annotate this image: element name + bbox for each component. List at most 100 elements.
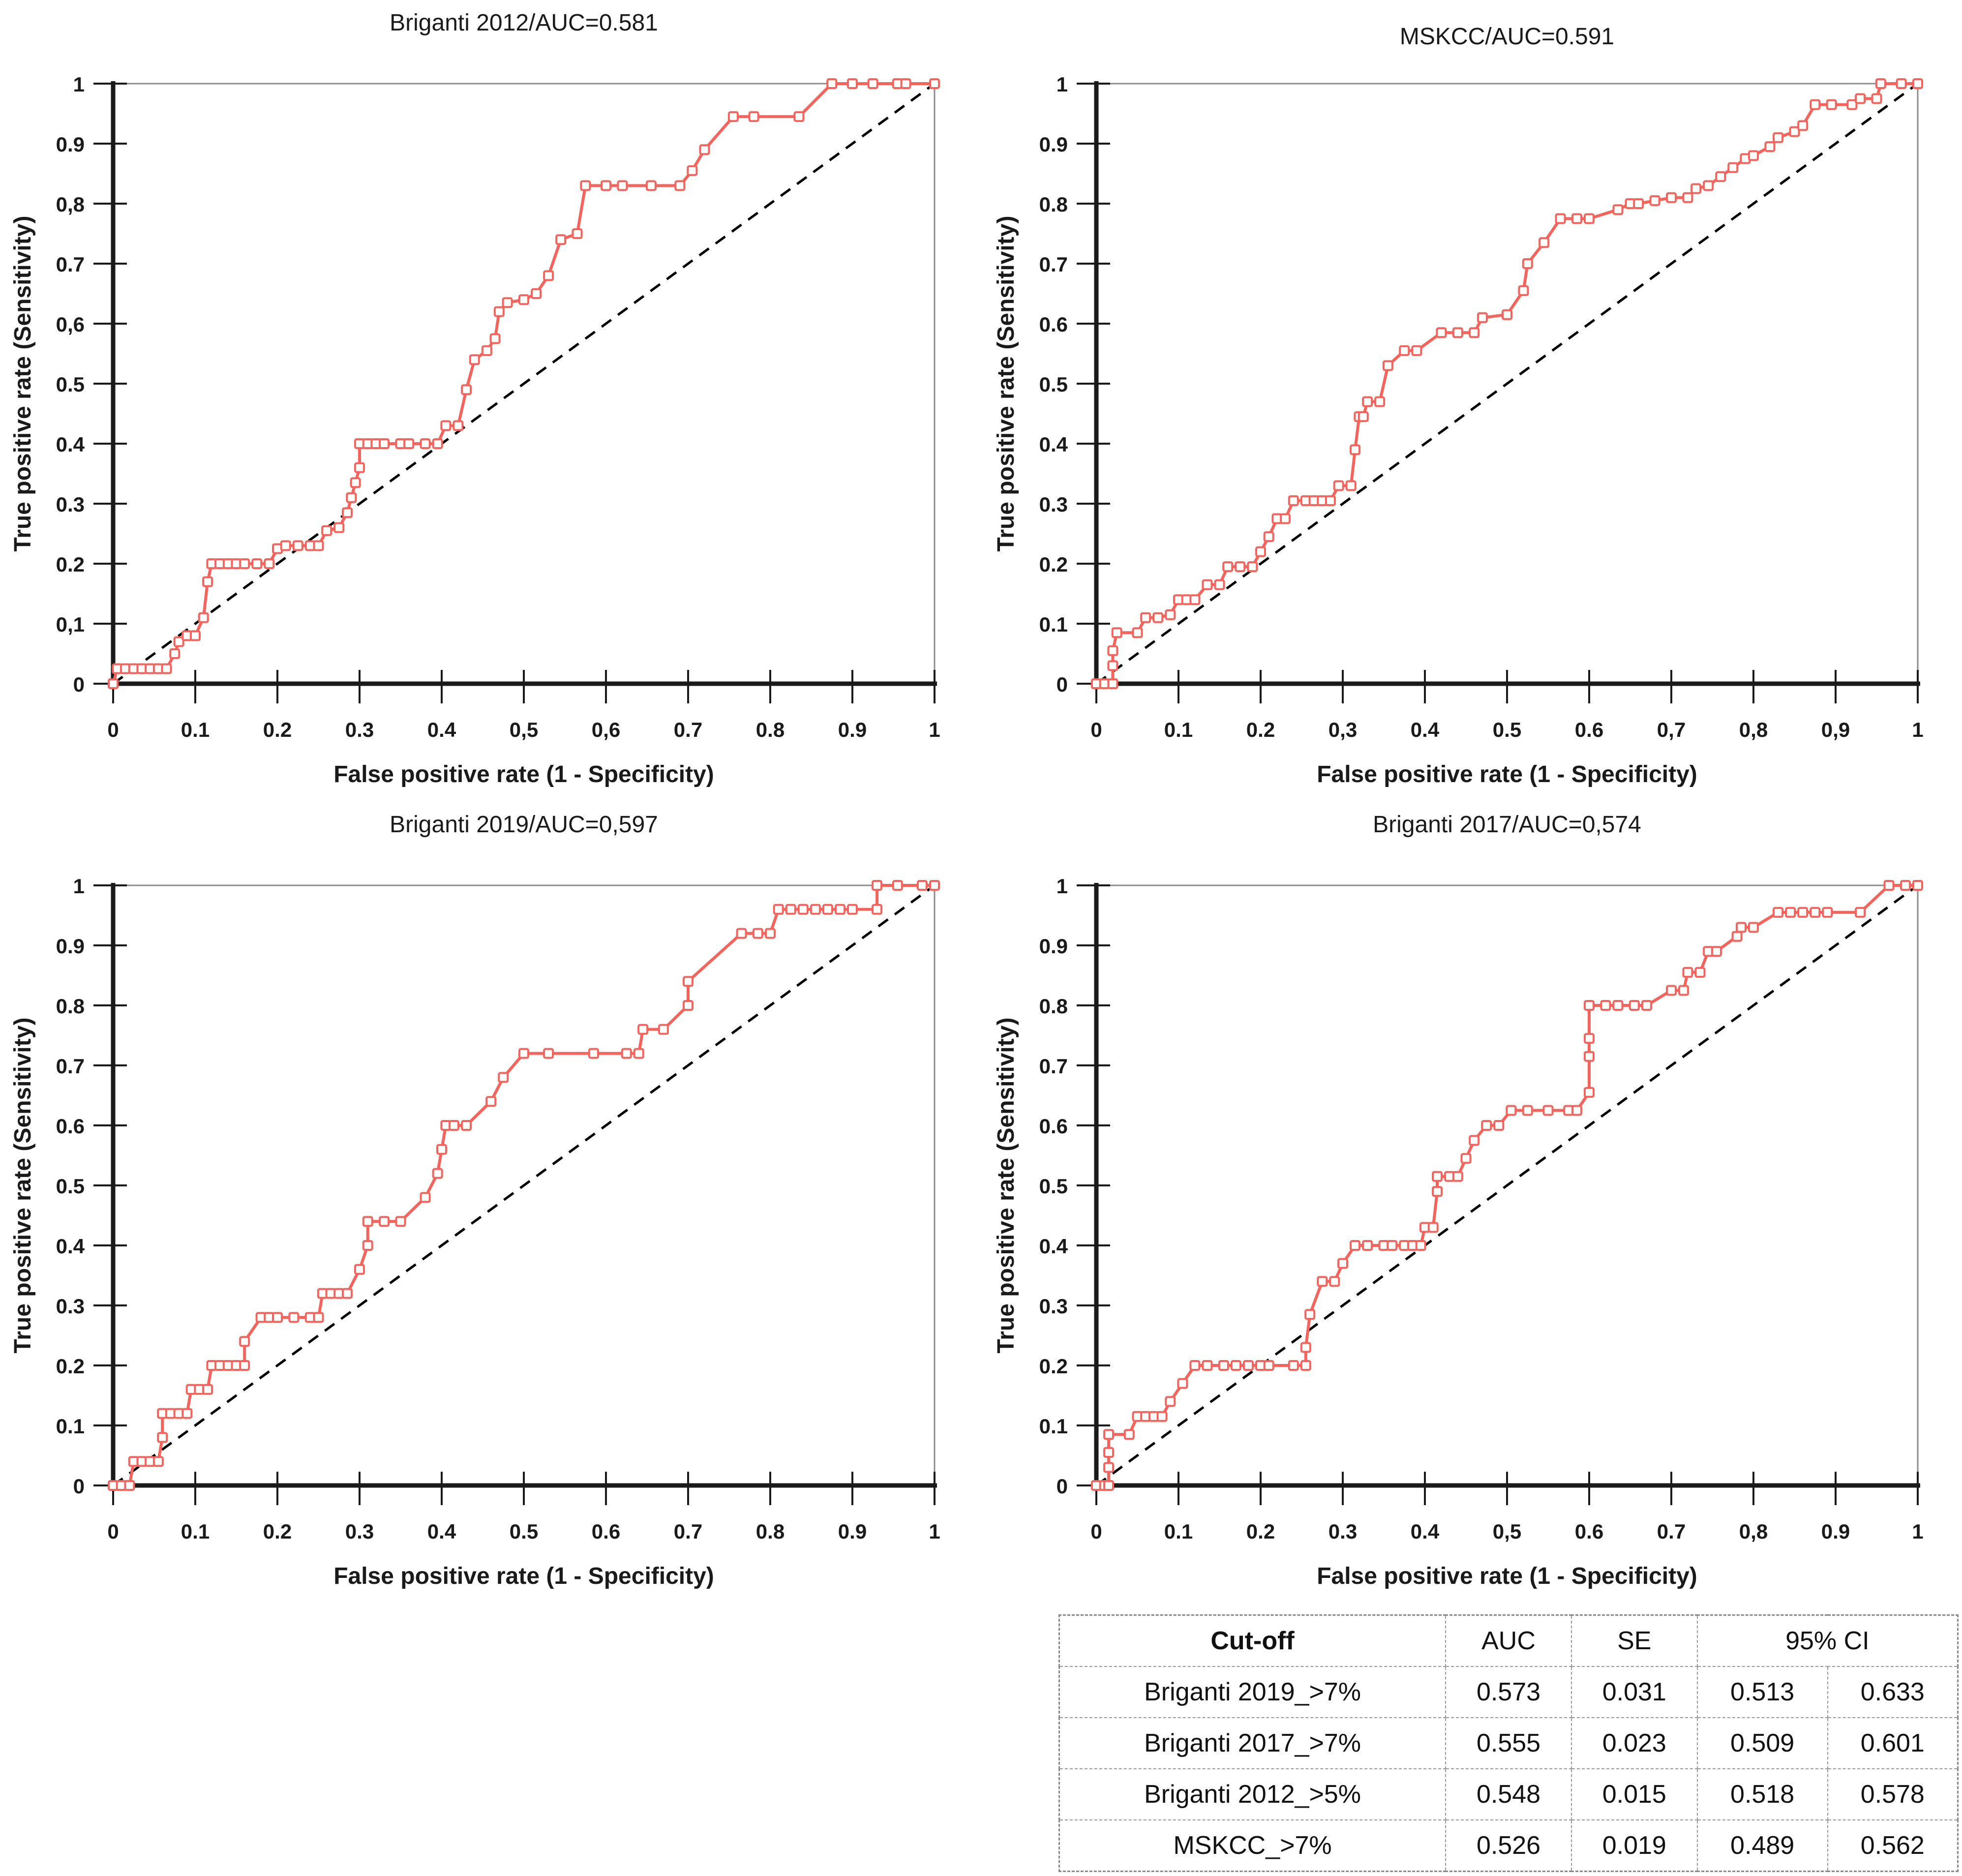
- roc-marker: [1263, 1360, 1274, 1371]
- roc-marker: [1235, 561, 1246, 573]
- x-tick-label: 0.3: [1328, 1520, 1357, 1543]
- roc-marker: [1177, 1378, 1188, 1389]
- roc-marker: [1612, 1000, 1624, 1011]
- x-tick-label: 0,3: [1328, 718, 1357, 741]
- y-tick-label: 0.3: [1039, 1295, 1068, 1318]
- y-tick-label: 0.1: [1039, 1415, 1068, 1438]
- roc-marker: [1629, 1000, 1640, 1011]
- roc-marker: [1382, 360, 1393, 371]
- roc-marker: [867, 78, 878, 89]
- reference-diagonal: [112, 884, 936, 1487]
- x-tick-label: 1: [1912, 1520, 1923, 1543]
- roc-marker: [1493, 1120, 1505, 1131]
- roc-marker: [834, 904, 845, 915]
- roc-marker: [929, 78, 940, 89]
- y-tick-label: 0.5: [56, 1175, 85, 1198]
- roc-marker: [1362, 396, 1373, 407]
- y-tick-label: 0.1: [56, 1415, 85, 1438]
- x-axis-label: False positive rate (1 - Specificity): [1317, 1563, 1697, 1589]
- roc-marker: [518, 1048, 529, 1059]
- roc-marker: [1773, 132, 1784, 143]
- y-tick-label: 0: [73, 673, 85, 696]
- x-axis-label: False positive rate (1 - Specificity): [1317, 761, 1697, 787]
- roc-marker: [683, 1000, 694, 1011]
- roc-marker: [1666, 985, 1677, 996]
- x-axis-label: False positive rate (1 - Specificity): [333, 761, 714, 787]
- table-header-row: Cut-off AUC SE 95% CI: [1058, 1614, 1959, 1667]
- chart-briganti-2012: 0 0.1 0.2 0.3 0.4 0,5 0,6 0.7 0.8 0.9 1 0 0,1 0.2 0.3 0…: [0, 0, 979, 802]
- x-tick-label: 0.9: [838, 1520, 867, 1543]
- value-cell: 0.578: [1827, 1768, 1959, 1820]
- y-tick-label: 0.7: [1039, 253, 1068, 276]
- roc-marker: [1325, 495, 1336, 506]
- x-tick-label: 0: [107, 718, 119, 741]
- value-cell: 0.562: [1827, 1819, 1959, 1872]
- roc-marker: [1317, 1276, 1328, 1287]
- value-cell: 0.548: [1445, 1768, 1572, 1820]
- roc-marker: [1789, 126, 1800, 137]
- roc-marker: [481, 345, 492, 356]
- x-axis-label: False positive rate (1 - Specificity): [333, 1563, 714, 1589]
- roc-marker: [826, 78, 838, 89]
- roc-marker: [292, 540, 303, 551]
- roc-marker: [280, 540, 291, 551]
- x-tick-label: 0.5: [1493, 718, 1521, 741]
- roc-marker: [493, 306, 505, 317]
- roc-marker: [1694, 967, 1706, 978]
- roc-marker: [645, 180, 657, 191]
- roc-marker: [1649, 195, 1660, 206]
- roc-marker: [1432, 1186, 1443, 1197]
- y-tick-label: 0,8: [56, 193, 85, 216]
- x-tick-label: 0,9: [1821, 718, 1850, 741]
- roc-marker: [572, 228, 583, 239]
- roc-marker: [1436, 327, 1447, 338]
- value-cell: 0.633: [1827, 1666, 1959, 1718]
- roc-chart-briganti-2019: 0 0.1 0.2 0.3 0.4 0.5 0.6 0.7 0.8 0.9 1 0 0.1 0.2 0.3 0…: [10, 812, 940, 1589]
- roc-marker: [1288, 495, 1299, 506]
- roc-marker: [1452, 1171, 1463, 1182]
- table-row: Briganti 2017_>7% 0.555 0.023 0.509 0.601: [1058, 1717, 1959, 1769]
- roc-marker: [658, 1024, 669, 1035]
- x-tick-label: 0.8: [756, 718, 785, 741]
- chart-title: MSKCC/AUC=0.591: [1400, 24, 1614, 50]
- roc-marker: [354, 1264, 365, 1275]
- roc-marker: [1785, 907, 1796, 918]
- roc-marker: [1810, 907, 1821, 918]
- chart-mskcc: 0 0.1 0.2 0,3 0.4 0.5 0.6 0,7 0,8 0,9 1 0 0.1 0.2 0.3 0…: [983, 0, 1962, 802]
- roc-marker: [202, 1384, 213, 1395]
- x-tick-label: 0.4: [1411, 1520, 1440, 1543]
- y-tick-label: 0: [1056, 673, 1068, 696]
- roc-marker: [543, 1048, 554, 1059]
- roc-marker: [1411, 345, 1422, 356]
- roc-marker: [272, 1312, 283, 1323]
- roc-marker: [1111, 627, 1122, 638]
- results-table-body: Briganti 2019_>7% 0.573 0.031 0.513 0.633 Bri…: [1058, 1666, 1959, 1872]
- header-ci: 95% CI: [1696, 1614, 1959, 1667]
- y-tick-label: 0: [73, 1475, 85, 1498]
- roc-marker: [379, 1216, 390, 1227]
- roc-marker: [346, 492, 357, 503]
- y-axis-label: True positive rate (Sensitivity): [10, 1018, 36, 1354]
- reference-diagonal: [1095, 82, 1919, 685]
- x-tick-label: 0.6: [1575, 718, 1603, 741]
- roc-marker: [485, 1096, 497, 1107]
- roc-marker: [793, 111, 805, 122]
- y-tick-label: 0.9: [56, 133, 85, 156]
- roc-marker: [440, 420, 452, 431]
- value-cell: 0.015: [1570, 1768, 1698, 1820]
- roc-marker: [683, 976, 694, 987]
- cutoff-cell: Briganti 2012_>5%: [1058, 1768, 1447, 1820]
- roc-marker: [453, 420, 464, 431]
- x-tick-label: 0,5: [510, 718, 538, 741]
- roc-marker: [1641, 1000, 1652, 1011]
- roc-marker: [1810, 99, 1821, 110]
- x-tick-label: 0,8: [1739, 718, 1768, 741]
- roc-marker: [785, 904, 796, 915]
- roc-marker: [239, 1360, 250, 1371]
- roc-marker: [432, 1168, 443, 1179]
- x-tick-label: 0.6: [1575, 1520, 1603, 1543]
- roc-marker: [1103, 1429, 1115, 1440]
- roc-marker: [161, 663, 172, 674]
- x-tick-label: 0: [1090, 718, 1102, 741]
- roc-marker: [1727, 162, 1739, 173]
